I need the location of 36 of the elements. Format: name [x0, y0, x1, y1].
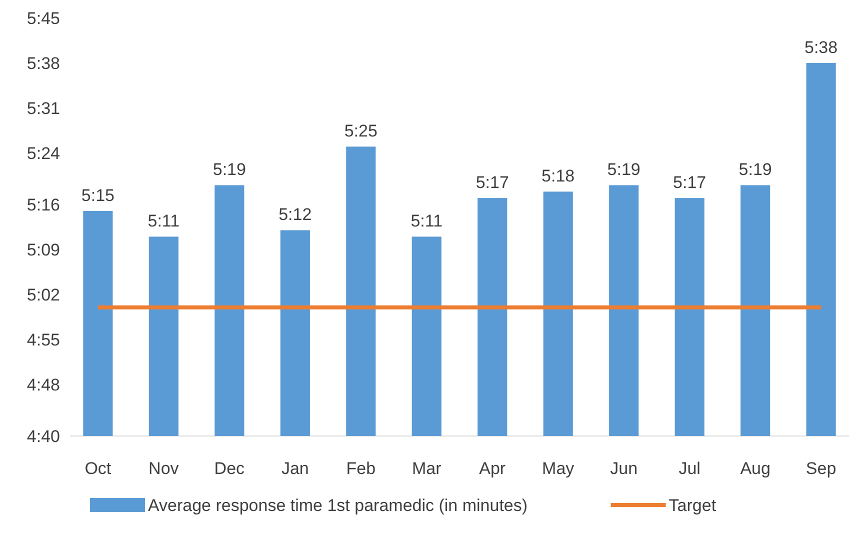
x-tick-label: Nov [148, 459, 180, 478]
data-label: 5:17 [476, 173, 509, 192]
x-tick-label: Jun [610, 459, 638, 478]
y-tick-label: 4:48 [26, 376, 60, 395]
data-label: 5:12 [278, 205, 312, 224]
legend-label: Average response time 1st paramedic (in minutes) [148, 496, 528, 515]
data-label: 5:19 [738, 160, 772, 180]
data-label: 5:18 [542, 166, 575, 186]
y-tick-label: 4:40 [26, 427, 60, 446]
data-label: 5:11 [410, 212, 443, 231]
data-label: 5:15 [81, 186, 114, 205]
x-tick-label: May [542, 459, 575, 478]
data-label: 5:38 [804, 38, 838, 58]
y-tick-label: 4:55 [26, 330, 60, 350]
y-tick-label: 5:16 [26, 195, 60, 214]
y-tick-label: 5:31 [26, 99, 60, 118]
x-tick-label: Jul [678, 459, 700, 478]
y-tick-label: 5:24 [26, 144, 60, 164]
data-label: 5:17 [673, 173, 706, 192]
x-tick-label: Apr [479, 459, 506, 478]
data-label: 5:19 [607, 160, 640, 180]
data-label: 5:25 [344, 122, 378, 141]
data-label: 5:11 [148, 212, 180, 231]
x-tick-label: Feb [346, 459, 376, 478]
data-label: 5:19 [212, 160, 246, 180]
y-tick-label: 5:09 [26, 240, 60, 260]
y-tick-label: 5:02 [26, 286, 60, 305]
legend-label: Target [668, 496, 716, 515]
y-tick-label: 5:45 [26, 9, 60, 28]
y-tick-label: 5:38 [26, 54, 60, 74]
x-tick-label: Dec [214, 459, 246, 478]
x-tick-label: Mar [412, 459, 442, 478]
x-tick-label: Jan [281, 459, 309, 478]
x-tick-label: Aug [740, 459, 770, 478]
x-tick-label: Sep [806, 459, 836, 478]
x-tick-label: Oct [84, 459, 112, 478]
